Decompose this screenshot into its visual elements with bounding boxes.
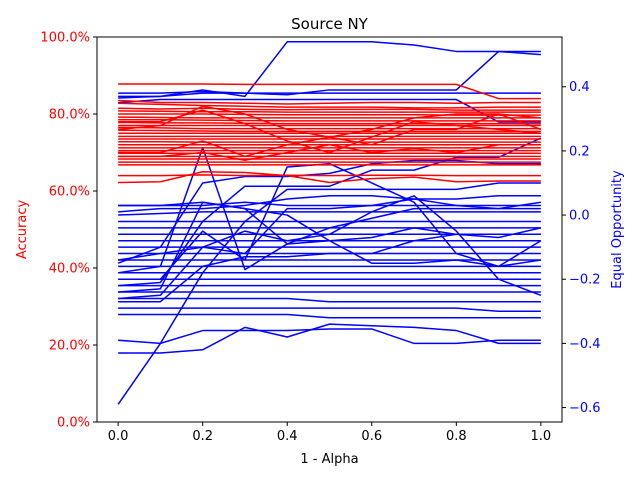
accuracy-line-8 <box>118 119 541 122</box>
equal-opportunity-line-23 <box>118 328 541 345</box>
accuracy-line-11 <box>118 126 541 130</box>
right-y-tick-label: −0.4 <box>569 337 601 352</box>
x-axis-label: 1 - Alpha <box>300 452 358 467</box>
accuracy-line-3 <box>118 102 541 109</box>
x-tick-label: 0.8 <box>446 429 467 444</box>
equal-opportunity-line-31 <box>118 195 542 300</box>
accuracy-line-4 <box>118 107 541 111</box>
right-y-axis: −0.6 −0.4 −0.2 0.0 0.2 0.4 <box>562 80 601 416</box>
right-y-tick-label: 0.0 <box>569 209 590 224</box>
equal-opportunity-line-29 <box>118 137 542 287</box>
equal-opportunity-line-25 <box>117 182 541 405</box>
left-y-tick-label: 0.0% <box>57 416 90 431</box>
plot-frame <box>96 36 563 423</box>
equal-opportunity-line-32 <box>118 227 542 303</box>
chart-title: Source NY <box>291 15 369 33</box>
accuracy-line-7 <box>118 116 541 119</box>
equal-opportunity-line-6 <box>118 195 541 213</box>
equal-opportunity-line-26 <box>118 146 541 274</box>
x-tick-label: 0.2 <box>192 429 213 444</box>
equal-opportunity-line-3 <box>118 92 541 99</box>
equal-opportunity-line-21 <box>118 307 541 313</box>
equal-opportunity-line-7 <box>118 211 541 216</box>
equal-opportunity-line-22 <box>118 313 541 319</box>
x-axis: 0.0 0.2 0.4 0.6 0.8 1.0 <box>108 422 551 444</box>
accuracy-line-29 <box>118 174 541 177</box>
x-tick-label: 0.0 <box>108 429 129 444</box>
accuracy-line-5 <box>118 110 541 113</box>
equal-opportunity-line-1 <box>118 50 541 96</box>
accuracy-line-12 <box>118 129 541 133</box>
accuracy-line-2 <box>118 99 541 105</box>
x-tick-label: 0.4 <box>277 429 298 444</box>
left-y-tick-label: 100.0% <box>40 31 90 46</box>
right-y-tick-label: −0.6 <box>569 401 601 416</box>
accuracy-line-27 <box>118 113 541 158</box>
equal-opportunity-line-24 <box>118 323 541 354</box>
equal-opportunity-line-34 <box>118 201 541 245</box>
x-tick-label: 0.6 <box>361 429 382 444</box>
accuracy-line-1 <box>118 83 541 100</box>
left-y-axis: 0.0% 20.0% 40.0% 60.0% 80.0% 100.0% <box>40 31 97 431</box>
right-y-tick-label: 0.4 <box>569 80 590 95</box>
left-y-tick-label: 20.0% <box>49 339 90 354</box>
left-y-tick-label: 60.0% <box>49 185 90 200</box>
left-y-tick-label: 80.0% <box>49 108 90 123</box>
accuracy-line-30 <box>118 171 541 184</box>
x-tick-label: 1.0 <box>531 429 552 444</box>
accuracy-line-9 <box>118 121 541 125</box>
left-y-tick-label: 40.0% <box>49 262 90 277</box>
accuracy-lines <box>118 83 542 184</box>
accuracy-line-25 <box>118 109 541 154</box>
equal-opportunity-line-33 <box>118 195 541 261</box>
equal-opportunity-lines <box>117 41 542 405</box>
right-y-axis-label: Equal Opportunity <box>610 170 625 289</box>
left-y-axis-label: Accuracy <box>15 200 30 260</box>
equal-opportunity-line-28 <box>118 162 542 280</box>
equal-opportunity-line-20 <box>118 297 541 303</box>
right-y-tick-label: 0.2 <box>569 144 590 159</box>
equal-opportunity-line-2 <box>118 41 541 98</box>
right-y-tick-label: −0.2 <box>569 273 601 288</box>
accuracy-line-28 <box>118 144 541 161</box>
